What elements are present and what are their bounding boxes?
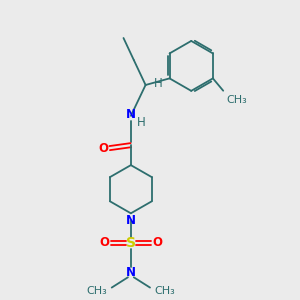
Text: H: H (154, 77, 163, 90)
Text: O: O (99, 236, 110, 249)
Text: S: S (126, 236, 136, 250)
Text: H: H (137, 116, 146, 129)
Text: O: O (98, 142, 108, 154)
Text: CH₃: CH₃ (87, 286, 107, 296)
Text: N: N (126, 266, 136, 278)
Text: N: N (126, 108, 136, 122)
Text: N: N (126, 214, 136, 227)
Text: O: O (152, 236, 162, 249)
Text: CH₃: CH₃ (227, 94, 248, 104)
Text: CH₃: CH₃ (154, 286, 175, 296)
